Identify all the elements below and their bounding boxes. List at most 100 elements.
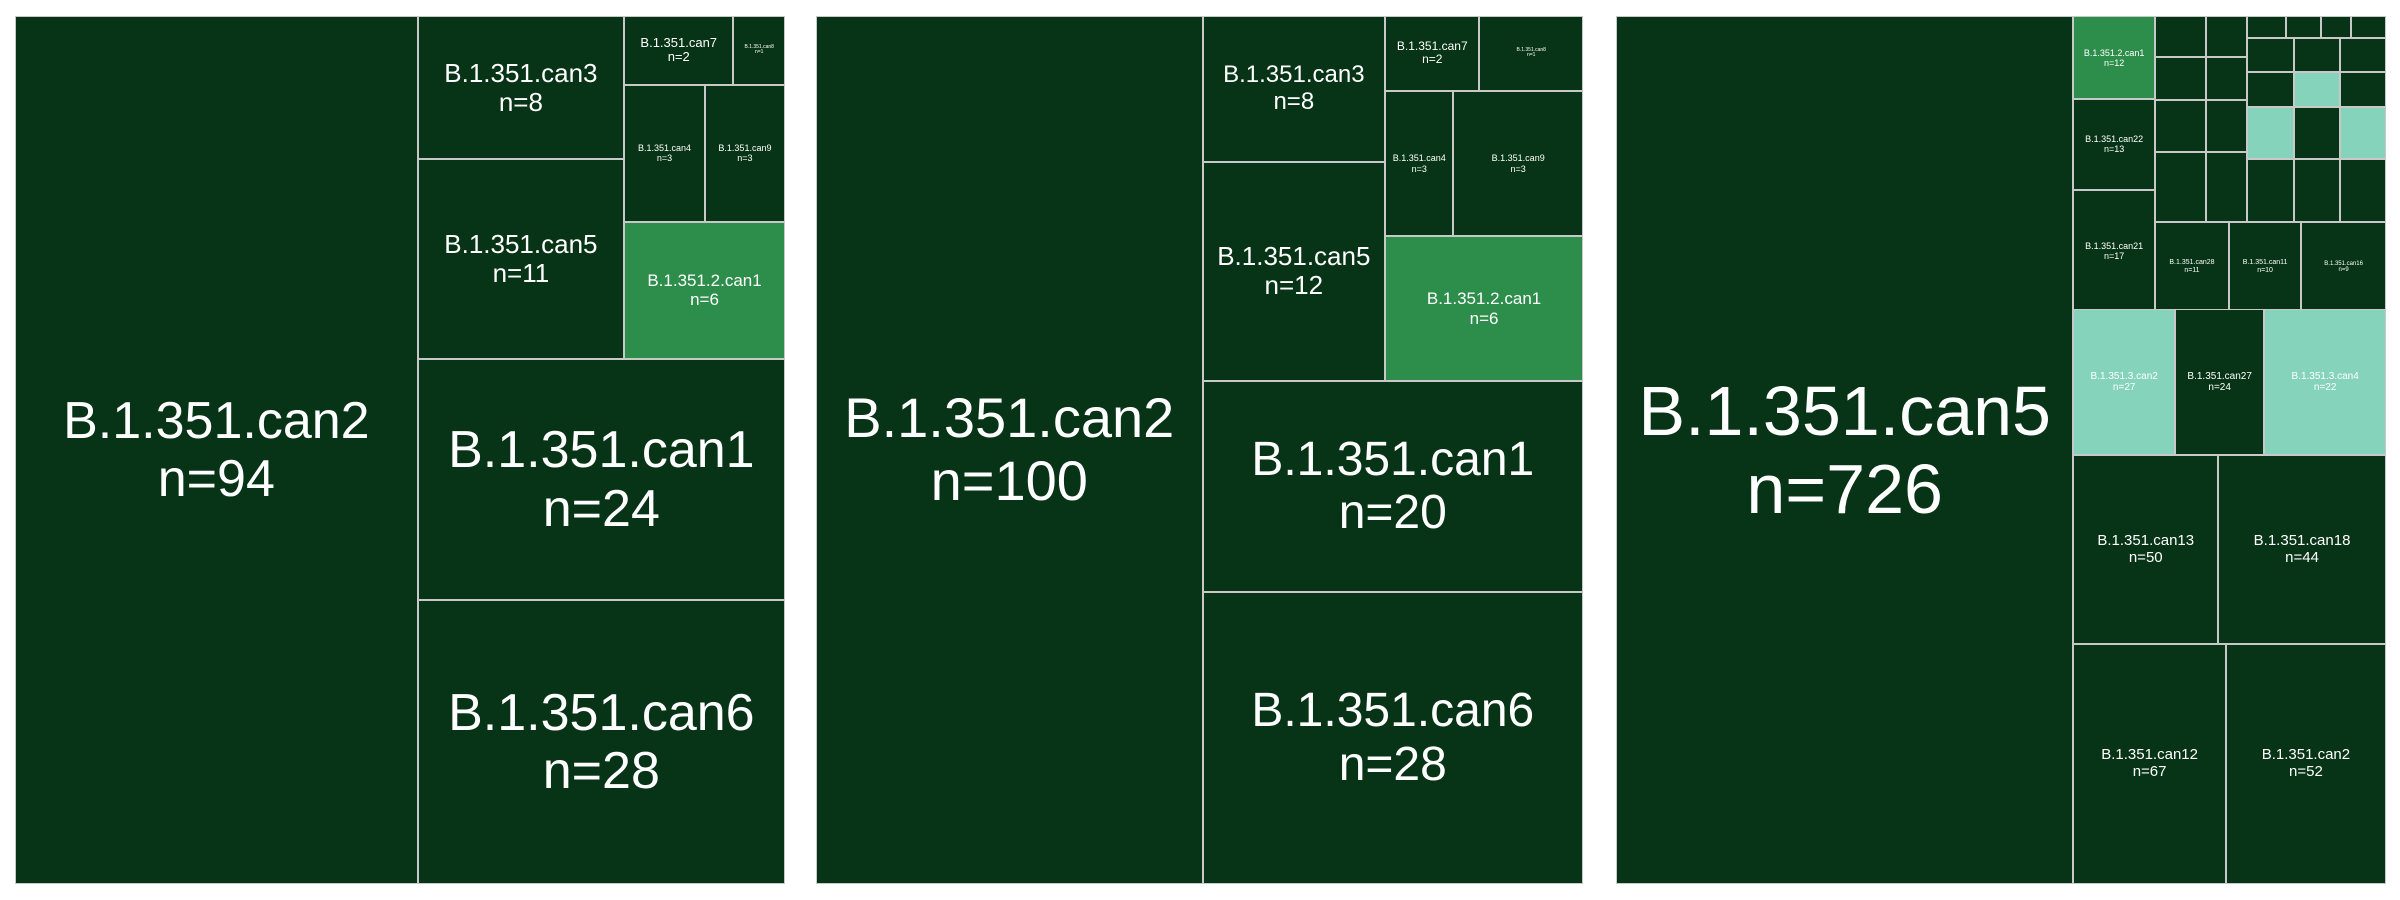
treemap-tile-label: B.1.351.can3 n=8 — [1223, 61, 1365, 116]
tile-count: n=28 — [542, 742, 660, 801]
tile-name: B.1.351.can9 — [718, 143, 772, 154]
tile-name: B.1.351.can1 — [448, 421, 755, 480]
treemap-tile: B.1.351.3.can4 n=22 — [2264, 308, 2386, 456]
treemap-tile-label: B.1.351.2.can1 n=6 — [1427, 289, 1541, 327]
treemap-tile-label: B.1.351.can1 n=20 — [1251, 433, 1534, 541]
tile-count: n=8 — [498, 86, 543, 117]
treemap-tile-label: B.1.351.can3 n=8 — [444, 57, 598, 117]
treemap-tile: B.1.351.can2 n=100 — [816, 16, 1203, 884]
treemap-tile-label: B.1.351.can5 n=726 — [1638, 372, 2051, 529]
tile-name: B.1.351.can2 — [63, 391, 370, 450]
treemap-filler-tile — [2205, 100, 2248, 153]
treemap-panel-3: B.1.351.can5 n=726 B.1.351.2.can1 n=12 B.1.3… — [1616, 16, 2386, 884]
tile-count: n=50 — [2128, 548, 2163, 566]
tile-name: B.1.351.can4 — [1392, 153, 1446, 164]
treemap-tile: B.1.351.can5 n=726 — [1616, 16, 2074, 884]
tile-name: B.1.351.can8 — [1516, 46, 1546, 53]
tile-name: B.1.351.can11 — [2242, 259, 2288, 267]
treemap-panel-2: B.1.351.can2 n=100 B.1.351.can3 n=8 B.1.351.… — [816, 16, 1583, 884]
treemap-tile: B.1.351.can6 n=28 — [417, 600, 785, 884]
treemap-tile-label: B.1.351.can4 n=3 — [1393, 153, 1446, 173]
treemap-tile: B.1.351.can13 n=50 — [2073, 455, 2219, 645]
treemap-tile: B.1.351.can9 n=3 — [704, 84, 785, 222]
tile-name: B.1.351.can16 — [2324, 260, 2363, 267]
tile-count: n=24 — [2208, 381, 2231, 393]
treemap-tile: B.1.351.2.can1 n=12 — [2073, 16, 2155, 100]
treemap-tile-label: B.1.351.2.can1 n=6 — [647, 271, 761, 309]
treemap-tile: B.1.351.can5 n=11 — [417, 159, 625, 359]
tile-count: n=20 — [1338, 486, 1447, 540]
treemap-tile: B.1.351.can3 n=8 — [417, 16, 625, 160]
treemap-tile: B.1.351.can7 n=2 — [1385, 16, 1480, 91]
treemap-tile-label: B.1.351.can12 n=67 — [2101, 747, 2198, 781]
treemap-tile: B.1.351.can2 n=52 — [2225, 644, 2386, 884]
treemap-tile: B.1.351.2.can1 n=6 — [624, 221, 785, 359]
tile-count: n=94 — [157, 450, 275, 508]
treemap-tile-label: B.1.351.can11 n=10 — [2243, 259, 2288, 275]
treemap-tile-label: B.1.351.can1 n=24 — [448, 421, 754, 537]
treemap-filler-tile — [2155, 56, 2206, 101]
treemap-tile-label: B.1.351.can6 n=28 — [448, 684, 754, 800]
treemap-filler-tile — [2205, 56, 2248, 101]
tile-name: B.1.351.3.can4 — [2291, 370, 2359, 382]
treemap-tile: B.1.351.can9 n=3 — [1453, 90, 1583, 237]
treemap-filler-tile — [2293, 72, 2340, 108]
treemap-tile-label: B.1.351.can9 n=3 — [1492, 153, 1545, 173]
tile-count: n=22 — [2313, 381, 2337, 393]
tile-name: B.1.351.can5 — [1217, 241, 1371, 272]
treemap-filler-tile — [2247, 72, 2294, 108]
tile-count: n=3 — [1411, 163, 1427, 174]
treemap-tile: B.1.351.can8 n=1 — [733, 16, 785, 85]
treemap-tile: B.1.351.can18 n=44 — [2218, 455, 2386, 645]
treemap-tile: B.1.351.can2 n=94 — [15, 16, 418, 884]
tile-name: B.1.351.3.can2 — [2090, 370, 2158, 382]
treemap-tile: B.1.351.can8 n=1 — [1479, 16, 1583, 91]
treemap-tile: B.1.351.can6 n=28 — [1202, 592, 1583, 884]
tile-name: B.1.351.can1 — [1251, 432, 1535, 486]
tile-name: B.1.351.2.can1 — [1426, 289, 1542, 309]
treemap-filler-tile — [2205, 16, 2248, 57]
treemap-filler-tile — [2339, 159, 2386, 222]
treemap-filler-tile — [2247, 107, 2294, 160]
treemap-filler-tile — [2293, 37, 2340, 73]
tile-count: n=17 — [2104, 251, 2125, 262]
tile-count: n=52 — [2289, 763, 2323, 781]
treemap-tile: B.1.351.can16 n=9 — [2301, 221, 2386, 313]
tile-count: n=44 — [2285, 548, 2319, 566]
tile-name: B.1.351.can21 — [2085, 241, 2144, 252]
treemap-tile-label: B.1.351.2.can1 n=12 — [2084, 48, 2145, 68]
tile-name: B.1.351.can7 — [1396, 38, 1468, 53]
treemap-tile-label: B.1.351.can2 n=94 — [63, 392, 369, 508]
treemap-panel-1: B.1.351.can2 n=94 B.1.351.can3 n=8 B.1.351.c… — [15, 16, 785, 884]
treemap-tile-label: B.1.351.can7 n=2 — [1396, 38, 1468, 67]
tile-name: B.1.351.2.can1 — [2083, 47, 2145, 58]
tile-name: B.1.351.can3 — [1223, 61, 1365, 89]
tile-name: B.1.351.can3 — [444, 57, 598, 88]
tile-count: n=27 — [2112, 381, 2136, 393]
tile-name: B.1.351.2.can1 — [647, 271, 762, 291]
treemap-tile-label: B.1.351.can16 n=9 — [2324, 261, 2363, 274]
treemap-tile-label: B.1.351.can13 n=50 — [2097, 532, 2194, 567]
treemap-tile-label: B.1.351.can18 n=44 — [2254, 532, 2351, 567]
treemap-filler-tile — [2247, 37, 2294, 73]
tile-count: n=8 — [1273, 87, 1315, 115]
treemap-tile: B.1.351.can21 n=17 — [2073, 189, 2155, 313]
treemap-tile-label: B.1.351.can4 n=3 — [638, 143, 691, 163]
treemap-filler-tile — [2339, 107, 2386, 160]
tile-count: n=100 — [930, 449, 1088, 512]
tile-count: n=9 — [2338, 267, 2349, 274]
treemap-tile: B.1.351.can5 n=12 — [1202, 161, 1386, 381]
treemap-tile: B.1.351.can4 n=3 — [1385, 90, 1454, 237]
tile-name: B.1.351.can22 — [2085, 134, 2144, 145]
treemap-tile: B.1.351.can22 n=13 — [2073, 99, 2155, 190]
tile-count: n=12 — [2104, 57, 2125, 68]
treemap-tile: B.1.351.can27 n=24 — [2175, 308, 2265, 456]
treemap-tile-label: B.1.351.can21 n=17 — [2085, 241, 2143, 261]
tile-name: B.1.351.can4 — [637, 143, 691, 154]
treemap-tile-label: B.1.351.can5 n=12 — [1217, 241, 1371, 300]
treemap-tile: B.1.351.2.can1 n=6 — [1385, 236, 1583, 381]
treemap-tile: B.1.351.can11 n=10 — [2228, 221, 2302, 313]
tile-count: n=3 — [1510, 163, 1526, 174]
tile-count: n=67 — [2132, 763, 2167, 781]
treemap-filler-tile — [2155, 152, 2206, 222]
